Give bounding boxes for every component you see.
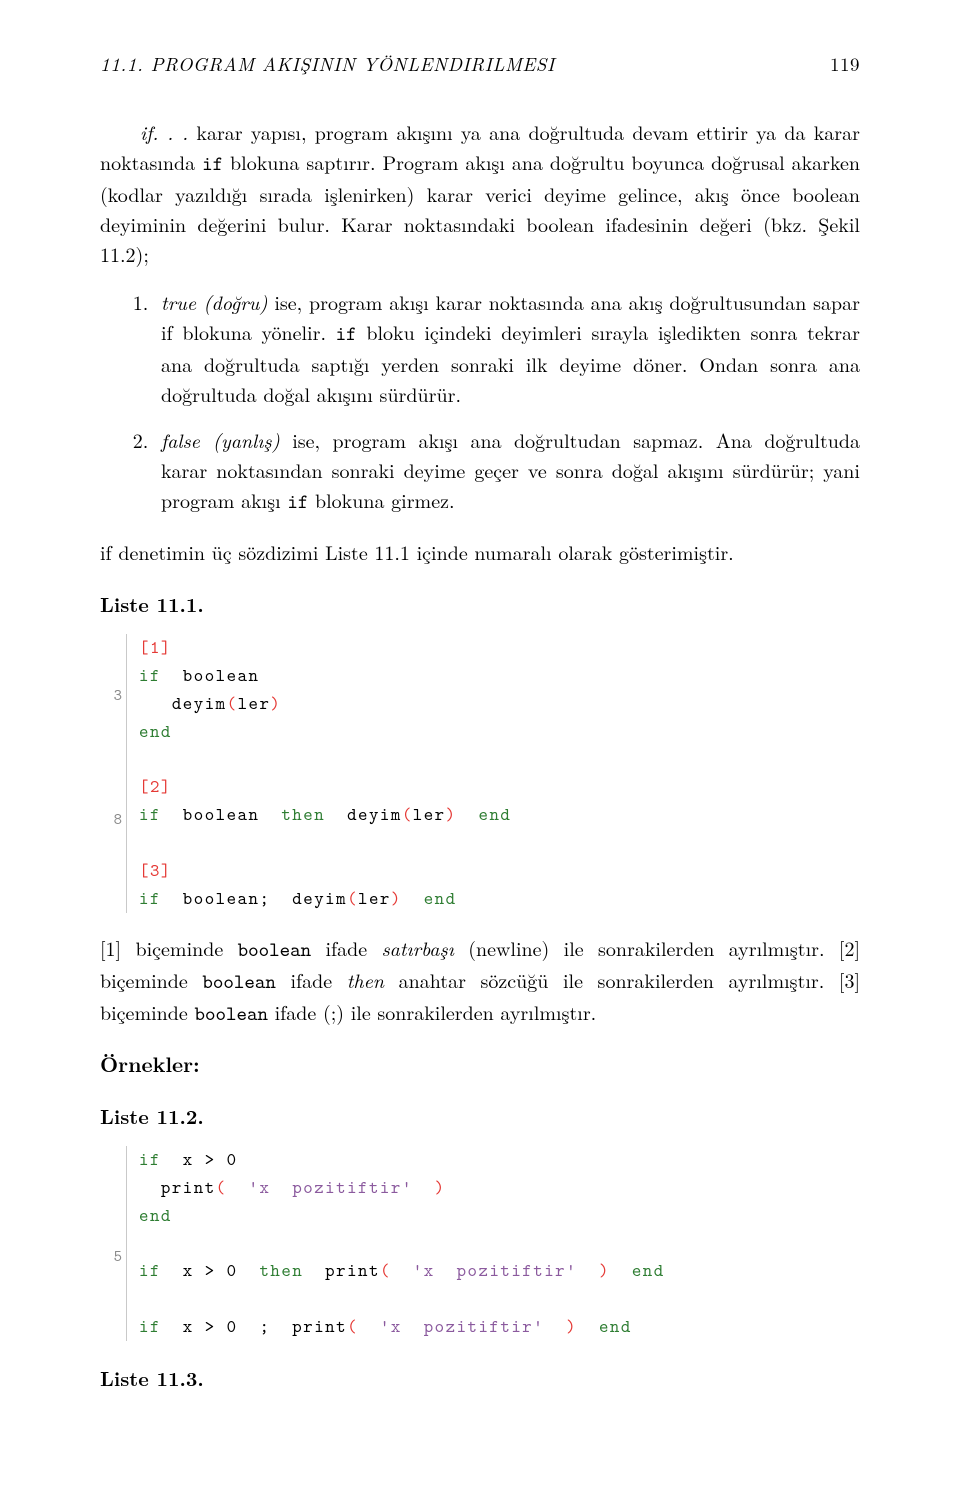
line-gutter: 5 xyxy=(100,1146,127,1341)
paragraph: if denetimin üç sözdizimi Liste 11.1 içi… xyxy=(100,537,860,567)
page: 11.1. PROGRAM AKIŞININ YÖNLENDIRILMESI 1… xyxy=(0,0,960,1458)
if-inline: if xyxy=(202,151,223,177)
true-term: true (doğru) xyxy=(161,287,268,316)
list-item: false (yanlış) ise, program akışı ana do… xyxy=(155,425,860,517)
false-term: false (yanlış) xyxy=(161,425,280,454)
ornekler-heading: Örnekler: xyxy=(100,1049,860,1079)
code-lines: if x > 0 print( 'x pozitiftir' ) end if … xyxy=(127,1146,665,1341)
paragraph: [1] biçeminde boolean ifade satırbaşı (n… xyxy=(100,933,860,1029)
if-term: if. . . xyxy=(140,117,188,146)
code-block-2: 5 if x > 0 print( 'x pozitiftir' ) end i… xyxy=(100,1146,860,1341)
running-header: 11.1. PROGRAM AKIŞININ YÖNLENDIRILMESI 1… xyxy=(100,50,860,77)
page-number: 119 xyxy=(830,50,860,77)
enum-list: true (doğru) ise, program akışı karar no… xyxy=(100,287,860,517)
liste-heading: Liste 11.2. xyxy=(100,1101,860,1130)
liste-heading: Liste 11.3. xyxy=(100,1363,860,1392)
liste-heading: Liste 11.1. xyxy=(100,589,860,618)
header-title: 11.1. PROGRAM AKIŞININ YÖNLENDIRILMESI xyxy=(100,50,555,77)
line-gutter: 3 8 xyxy=(100,634,127,913)
code-lines: [1] if boolean deyim(ler) end [2] if boo… xyxy=(127,634,511,913)
paragraph-intro: if. . . karar yapısı, program akışını ya… xyxy=(100,117,860,269)
list-item: true (doğru) ise, program akışı karar no… xyxy=(155,287,860,409)
if-inline: if xyxy=(287,489,308,515)
code-block-1: 3 8 [1] if boolean deyim(ler) end [2] if… xyxy=(100,634,860,913)
if-inline: if xyxy=(336,321,357,347)
